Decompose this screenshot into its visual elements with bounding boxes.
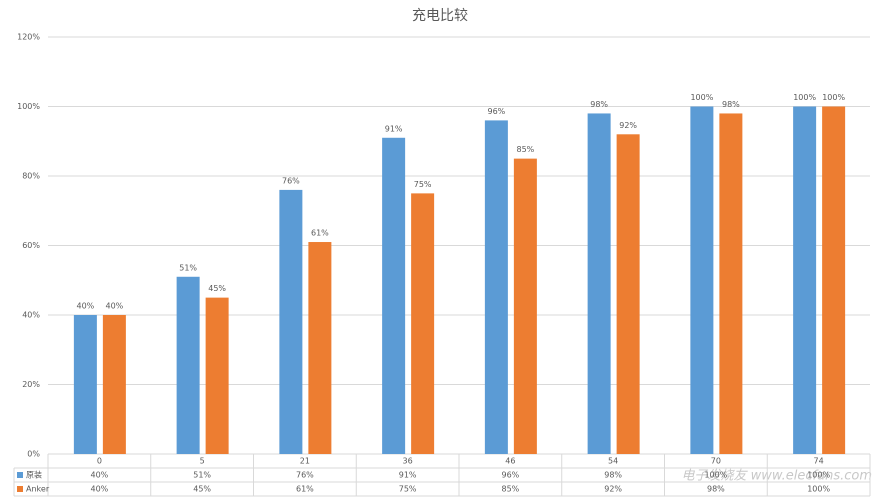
data-label: 100% <box>822 93 845 102</box>
table-cell: 91% <box>399 471 417 480</box>
y-tick-label: 80% <box>22 172 40 181</box>
data-label: 75% <box>414 180 432 189</box>
table-cell: 75% <box>399 485 417 494</box>
y-tick-label: 20% <box>22 380 40 389</box>
bar <box>587 113 611 454</box>
bar <box>279 189 303 454</box>
bar <box>176 276 200 454</box>
table-cell: 100% <box>807 485 830 494</box>
data-label: 45% <box>208 284 226 293</box>
x-tick-label: 5 <box>200 457 205 466</box>
table-cell: 76% <box>296 471 314 480</box>
data-label: 96% <box>487 107 505 116</box>
x-tick-label: 54 <box>608 457 618 466</box>
table-cell: 98% <box>604 471 622 480</box>
legend-swatch <box>17 486 23 492</box>
y-tick-label: 60% <box>22 241 40 250</box>
data-label: 91% <box>385 124 403 133</box>
legend-label: 原装 <box>26 470 42 480</box>
y-tick-label: 120% <box>17 33 40 42</box>
table-cell: 100% <box>704 471 727 480</box>
table-cell: 40% <box>90 485 108 494</box>
bar <box>513 158 537 454</box>
data-label: 98% <box>590 100 608 109</box>
data-label: 51% <box>179 263 197 272</box>
bar <box>102 315 126 454</box>
table-cell: 96% <box>501 471 519 480</box>
data-label: 40% <box>76 302 94 311</box>
x-tick-label: 0 <box>97 457 102 466</box>
data-label: 61% <box>311 229 329 238</box>
table-cell: 92% <box>604 485 622 494</box>
bar <box>484 120 508 455</box>
bar <box>822 106 846 454</box>
data-label: 40% <box>105 302 123 311</box>
table-cell: 45% <box>193 485 211 494</box>
x-tick-label: 36 <box>403 457 413 466</box>
bar <box>690 106 714 454</box>
bar <box>73 315 97 454</box>
x-tick-label: 21 <box>300 457 310 466</box>
legend-swatch <box>17 472 23 478</box>
bar <box>308 242 332 454</box>
data-label: 85% <box>516 145 534 154</box>
data-label: 92% <box>619 121 637 130</box>
x-tick-label: 74 <box>814 457 824 466</box>
table-cell: 40% <box>90 471 108 480</box>
x-tick-label: 70 <box>711 457 721 466</box>
bar <box>205 297 229 454</box>
bar <box>793 106 817 454</box>
table-cell: 85% <box>501 485 519 494</box>
y-tick-label: 40% <box>22 311 40 320</box>
table-cell: 98% <box>707 485 725 494</box>
y-tick-label: 0% <box>27 450 40 459</box>
table-cell: 100% <box>807 471 830 480</box>
x-tick-label: 46 <box>505 457 515 466</box>
data-label: 100% <box>690 93 713 102</box>
chart-title: 充电比较 <box>412 8 468 24</box>
bar <box>382 137 406 454</box>
bar <box>616 134 640 455</box>
legend-label: Anker <box>26 485 50 494</box>
table-cell: 61% <box>296 485 314 494</box>
table-cell: 51% <box>193 471 211 480</box>
bar <box>719 113 743 454</box>
data-label: 98% <box>722 100 740 109</box>
data-label: 100% <box>793 93 816 102</box>
y-tick-label: 100% <box>17 102 40 111</box>
data-label: 76% <box>282 176 300 185</box>
bar <box>411 193 435 454</box>
watermark: 电子发烧友 www.elecfans.com <box>681 469 872 484</box>
